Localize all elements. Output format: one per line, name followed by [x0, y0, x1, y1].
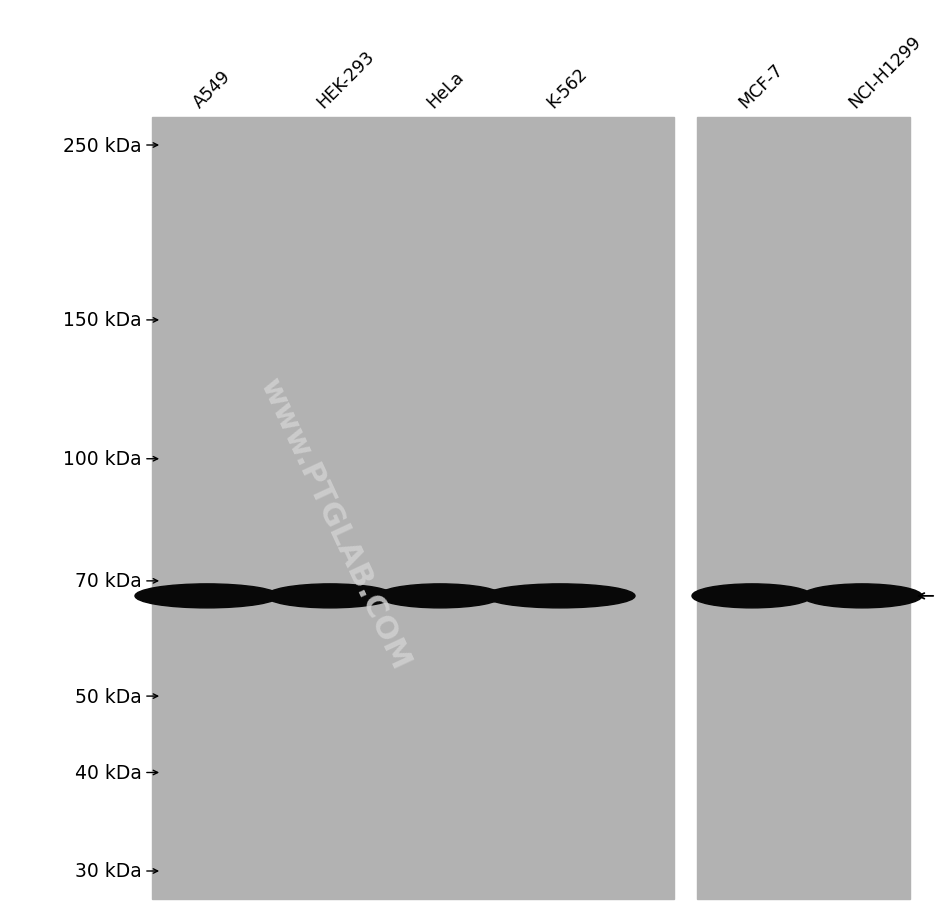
Text: 40 kDa: 40 kDa — [75, 763, 142, 782]
Text: 250 kDa: 250 kDa — [64, 136, 142, 155]
Text: HeLa: HeLa — [424, 68, 467, 112]
Text: A549: A549 — [190, 68, 235, 112]
Ellipse shape — [692, 584, 812, 608]
Text: MCF-7: MCF-7 — [735, 60, 787, 112]
Text: www.PTGLAB.COM: www.PTGLAB.COM — [255, 373, 415, 675]
Text: HEK-293: HEK-293 — [314, 48, 378, 112]
Text: K-562: K-562 — [543, 65, 591, 112]
Text: 30 kDa: 30 kDa — [75, 861, 142, 880]
Text: 50 kDa: 50 kDa — [75, 686, 142, 705]
Bar — [152, 118, 674, 899]
Ellipse shape — [266, 584, 394, 608]
Text: 100 kDa: 100 kDa — [64, 450, 142, 469]
Ellipse shape — [802, 584, 922, 608]
Text: NCI-H1299: NCI-H1299 — [846, 32, 924, 112]
Text: 70 kDa: 70 kDa — [75, 572, 142, 591]
Ellipse shape — [485, 584, 635, 608]
Ellipse shape — [135, 584, 279, 608]
Ellipse shape — [378, 584, 502, 608]
Bar — [697, 118, 910, 899]
Text: 150 kDa: 150 kDa — [64, 311, 142, 330]
